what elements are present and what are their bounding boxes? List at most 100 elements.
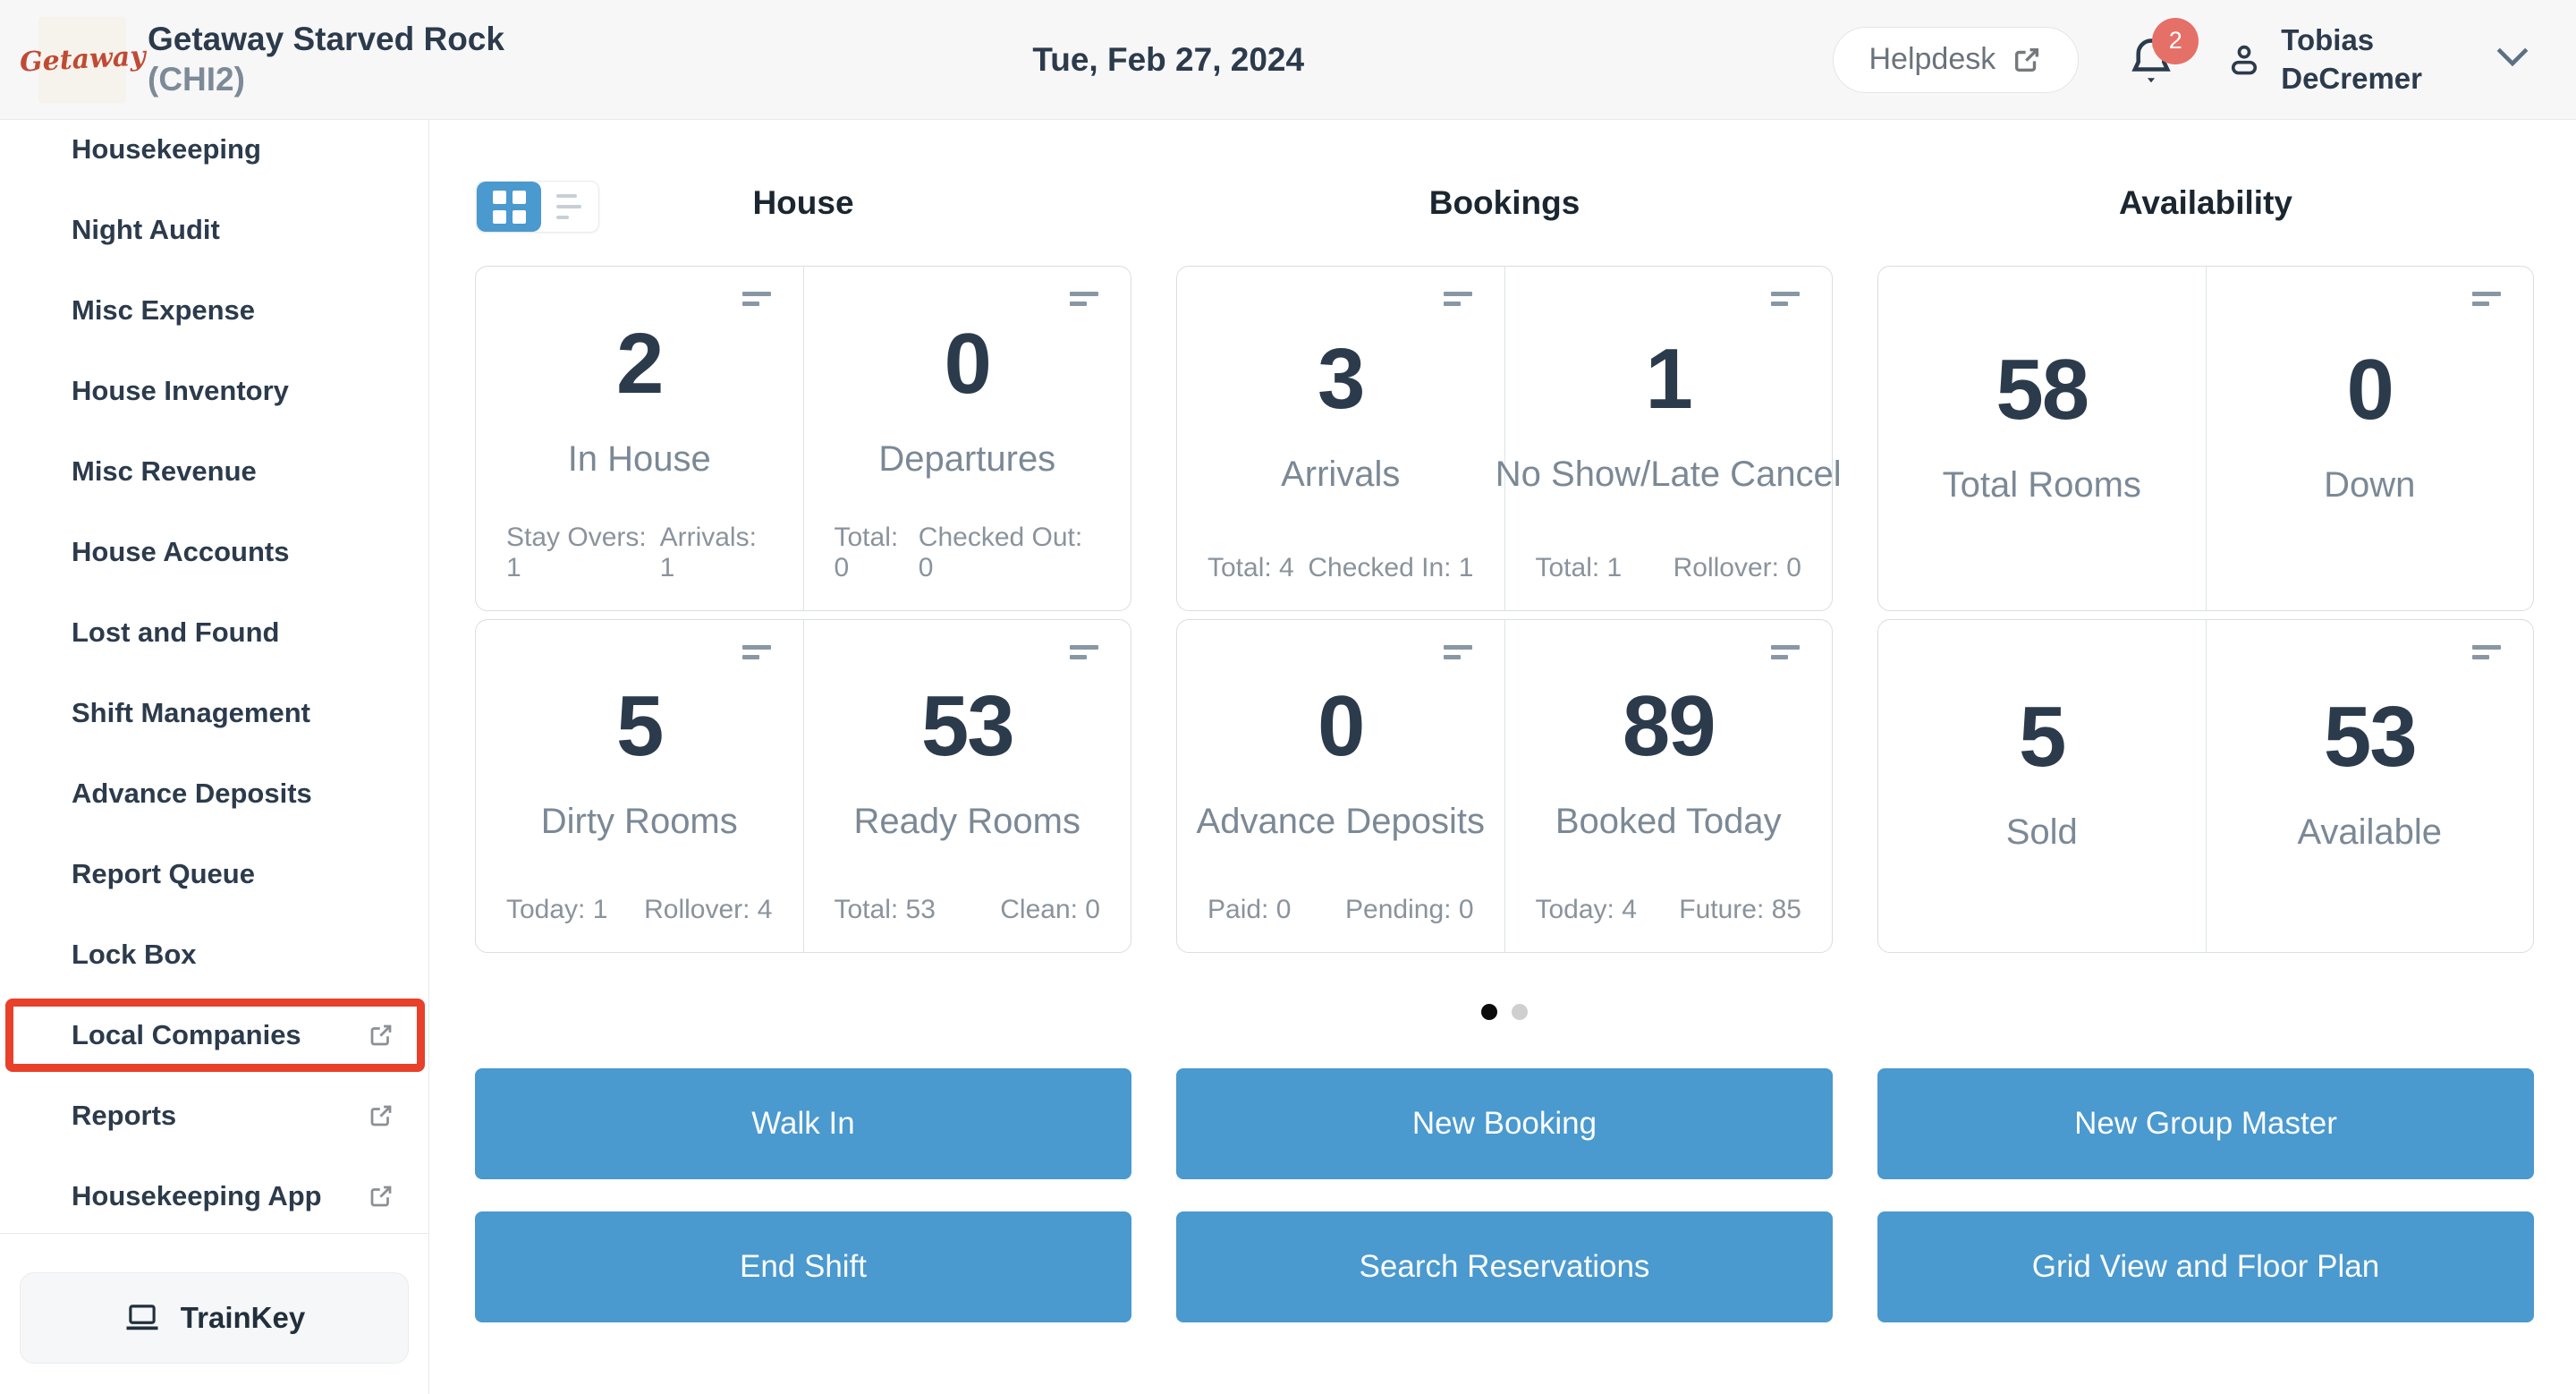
sidebar-item-report-queue[interactable]: Report Queue — [0, 834, 428, 914]
stat-label: Dirty Rooms — [540, 802, 738, 841]
stat-label: Down — [2324, 464, 2416, 505]
property-brand: Getaway Getaway Starved Rock (CHI2) — [19, 16, 504, 103]
stat-card-arrivals[interactable]: 3 Arrivals Total: 4 Checked In: 1 — [1177, 267, 1504, 610]
laptop-icon — [126, 1305, 158, 1330]
sidebar-item-shift-management[interactable]: Shift Management — [0, 673, 428, 753]
sidebar-item-housekeeping-app[interactable]: Housekeeping App — [0, 1156, 428, 1237]
helpdesk-button[interactable]: Helpdesk — [1832, 26, 2080, 93]
sidebar-item-lost-and-found[interactable]: Lost and Found — [0, 592, 428, 673]
card-menu-icon[interactable] — [741, 292, 771, 306]
stat-card-dirty-rooms[interactable]: 5 Dirty Rooms Today: 1 Rollover: 4 — [476, 620, 803, 952]
user-last-name: DeCremer — [2281, 61, 2422, 95]
sidebar-item-house-accounts[interactable]: House Accounts — [0, 512, 428, 592]
section-title-availability: Availability — [2119, 184, 2292, 221]
grid-view-toggle[interactable] — [477, 182, 541, 232]
list-view-toggle[interactable] — [541, 182, 598, 232]
stat-foot-right: Checked Out: 0 — [918, 523, 1083, 582]
section-title-house: House — [752, 184, 854, 221]
getaway-logo-text: Getaway — [18, 40, 147, 79]
sidebar-item-lock-box[interactable]: Lock Box — [0, 914, 428, 995]
end-shift-button[interactable]: End Shift — [475, 1211, 1131, 1322]
stat-foot-left: Total: 53 — [834, 895, 936, 924]
stat-card-ready-rooms[interactable]: 53 Ready Rooms Total: 53 Clean: 0 — [802, 620, 1131, 952]
view-toggle — [476, 181, 599, 233]
stat-label: Ready Rooms — [853, 802, 1080, 841]
card-menu-icon[interactable] — [1070, 645, 1098, 659]
sidebar-item-label: House Inventory — [72, 375, 289, 406]
card-menu-icon[interactable] — [2472, 645, 2501, 659]
external-link-icon — [368, 1022, 394, 1049]
trainkey-button[interactable]: TrainKey — [20, 1272, 409, 1364]
availability-cards-bottom: 5 Sold 53 Available — [1877, 619, 2534, 953]
stat-label: Booked Today — [1555, 802, 1782, 841]
stat-foot-left: Paid: 0 — [1208, 895, 1292, 924]
card-menu-icon[interactable] — [1070, 292, 1098, 306]
stat-card-in-house[interactable]: 2 In House Stay Overs: 1 Arrivals: 1 — [476, 267, 803, 610]
sidebar-item-label: Housekeeping — [72, 133, 261, 165]
grid-view-floor-plan-button[interactable]: Grid View and Floor Plan — [1877, 1211, 2534, 1322]
stat-card-down[interactable]: 0 Down — [2205, 267, 2534, 610]
sidebar-item-label: Advance Deposits — [72, 778, 312, 809]
property-code: (CHI2) — [148, 60, 245, 98]
property-title: Getaway Starved Rock (CHI2) — [148, 20, 504, 99]
stat-card-available[interactable]: 53 Available — [2205, 620, 2534, 952]
availability-cards-top: 58 Total Rooms 0 Down — [1877, 266, 2534, 611]
stat-foot-right: Rollover: 0 — [1673, 553, 1801, 582]
new-booking-button[interactable]: New Booking — [1176, 1068, 1833, 1179]
user-menu[interactable]: Tobias DeCremer — [2224, 21, 2422, 98]
stat-card-departures[interactable]: 0 Departures Total: 0 Checked Out: 0 — [802, 267, 1131, 610]
sidebar-item-label: Reports — [72, 1100, 177, 1131]
search-reservations-button[interactable]: Search Reservations — [1176, 1211, 1833, 1322]
stat-label: Available — [2297, 812, 2443, 852]
stat-value: 2 — [616, 315, 664, 412]
sidebar-item-house-inventory[interactable]: House Inventory — [0, 351, 428, 431]
stat-value: 58 — [1996, 341, 2089, 438]
pagination-dot[interactable] — [1512, 1004, 1528, 1020]
new-group-master-button[interactable]: New Group Master — [1877, 1068, 2534, 1179]
sidebar-item-local-companies[interactable]: Local Companies — [0, 995, 428, 1075]
stat-label: Arrivals — [1281, 454, 1401, 494]
stat-foot-left: Total: 4 — [1208, 553, 1294, 582]
stat-foot-left: Today: 1 — [506, 895, 608, 924]
user-first-name: Tobias — [2281, 22, 2375, 56]
sidebar-item-label: Housekeeping App — [72, 1180, 322, 1211]
stat-value: 3 — [1318, 330, 1365, 427]
sidebar-item-misc-expense[interactable]: Misc Expense — [0, 270, 428, 351]
card-menu-icon[interactable] — [2472, 292, 2501, 306]
stat-foot-left: Stay Overs: 1 — [506, 523, 647, 582]
stat-card-sold[interactable]: 5 Sold — [1878, 620, 2206, 952]
sidebar-item-label: Lost and Found — [72, 616, 280, 648]
card-menu-icon[interactable] — [1771, 645, 1800, 659]
sidebar-item-misc-revenue[interactable]: Misc Revenue — [0, 431, 428, 512]
user-name: Tobias DeCremer — [2281, 21, 2422, 98]
sidebar-item-label: Night Audit — [72, 214, 220, 245]
notification-badge: 2 — [2152, 17, 2199, 64]
stat-value: 89 — [1622, 678, 1716, 774]
notifications-button[interactable]: 2 — [2125, 17, 2199, 88]
card-menu-icon[interactable] — [1443, 645, 1472, 659]
helpdesk-label: Helpdesk — [1868, 42, 1996, 76]
stat-card-advance-deposits[interactable]: 0 Advance Deposits Paid: 0 Pending: 0 — [1177, 620, 1504, 952]
external-link-icon — [368, 1183, 394, 1210]
sidebar-nav: Housekeeping Night Audit Misc Expense Ho… — [0, 109, 428, 1237]
chevron-down-icon[interactable] — [2494, 44, 2531, 75]
card-menu-icon[interactable] — [1771, 292, 1800, 306]
stat-card-total-rooms[interactable]: 58 Total Rooms — [1878, 267, 2206, 610]
card-menu-icon[interactable] — [741, 645, 771, 659]
sidebar-item-reports[interactable]: Reports — [0, 1075, 428, 1156]
walk-in-button[interactable]: Walk In — [475, 1068, 1131, 1179]
stat-value: 0 — [2346, 341, 2394, 438]
stat-card-booked-today[interactable]: 89 Booked Today Today: 4 Future: 85 — [1504, 620, 1833, 952]
pagination-dot-active[interactable] — [1481, 1004, 1497, 1020]
sidebar-item-advance-deposits[interactable]: Advance Deposits — [0, 753, 428, 834]
stat-label: In House — [567, 438, 711, 479]
stat-foot-right: Checked In: 1 — [1308, 553, 1474, 582]
stat-value: 5 — [616, 678, 664, 774]
grid-icon — [492, 190, 526, 224]
sidebar-item-night-audit[interactable]: Night Audit — [0, 190, 428, 270]
sidebar-item-housekeeping[interactable]: Housekeeping — [0, 109, 428, 190]
card-menu-icon[interactable] — [1443, 292, 1472, 306]
house-cards-bottom: 5 Dirty Rooms Today: 1 Rollover: 4 53 Rea… — [475, 619, 1131, 953]
stat-card-no-show-late-cancel[interactable]: 1 No Show/Late Cancel Total: 1 Rollover: … — [1496, 267, 1842, 610]
stat-foot-left: Total: 1 — [1535, 553, 1623, 582]
